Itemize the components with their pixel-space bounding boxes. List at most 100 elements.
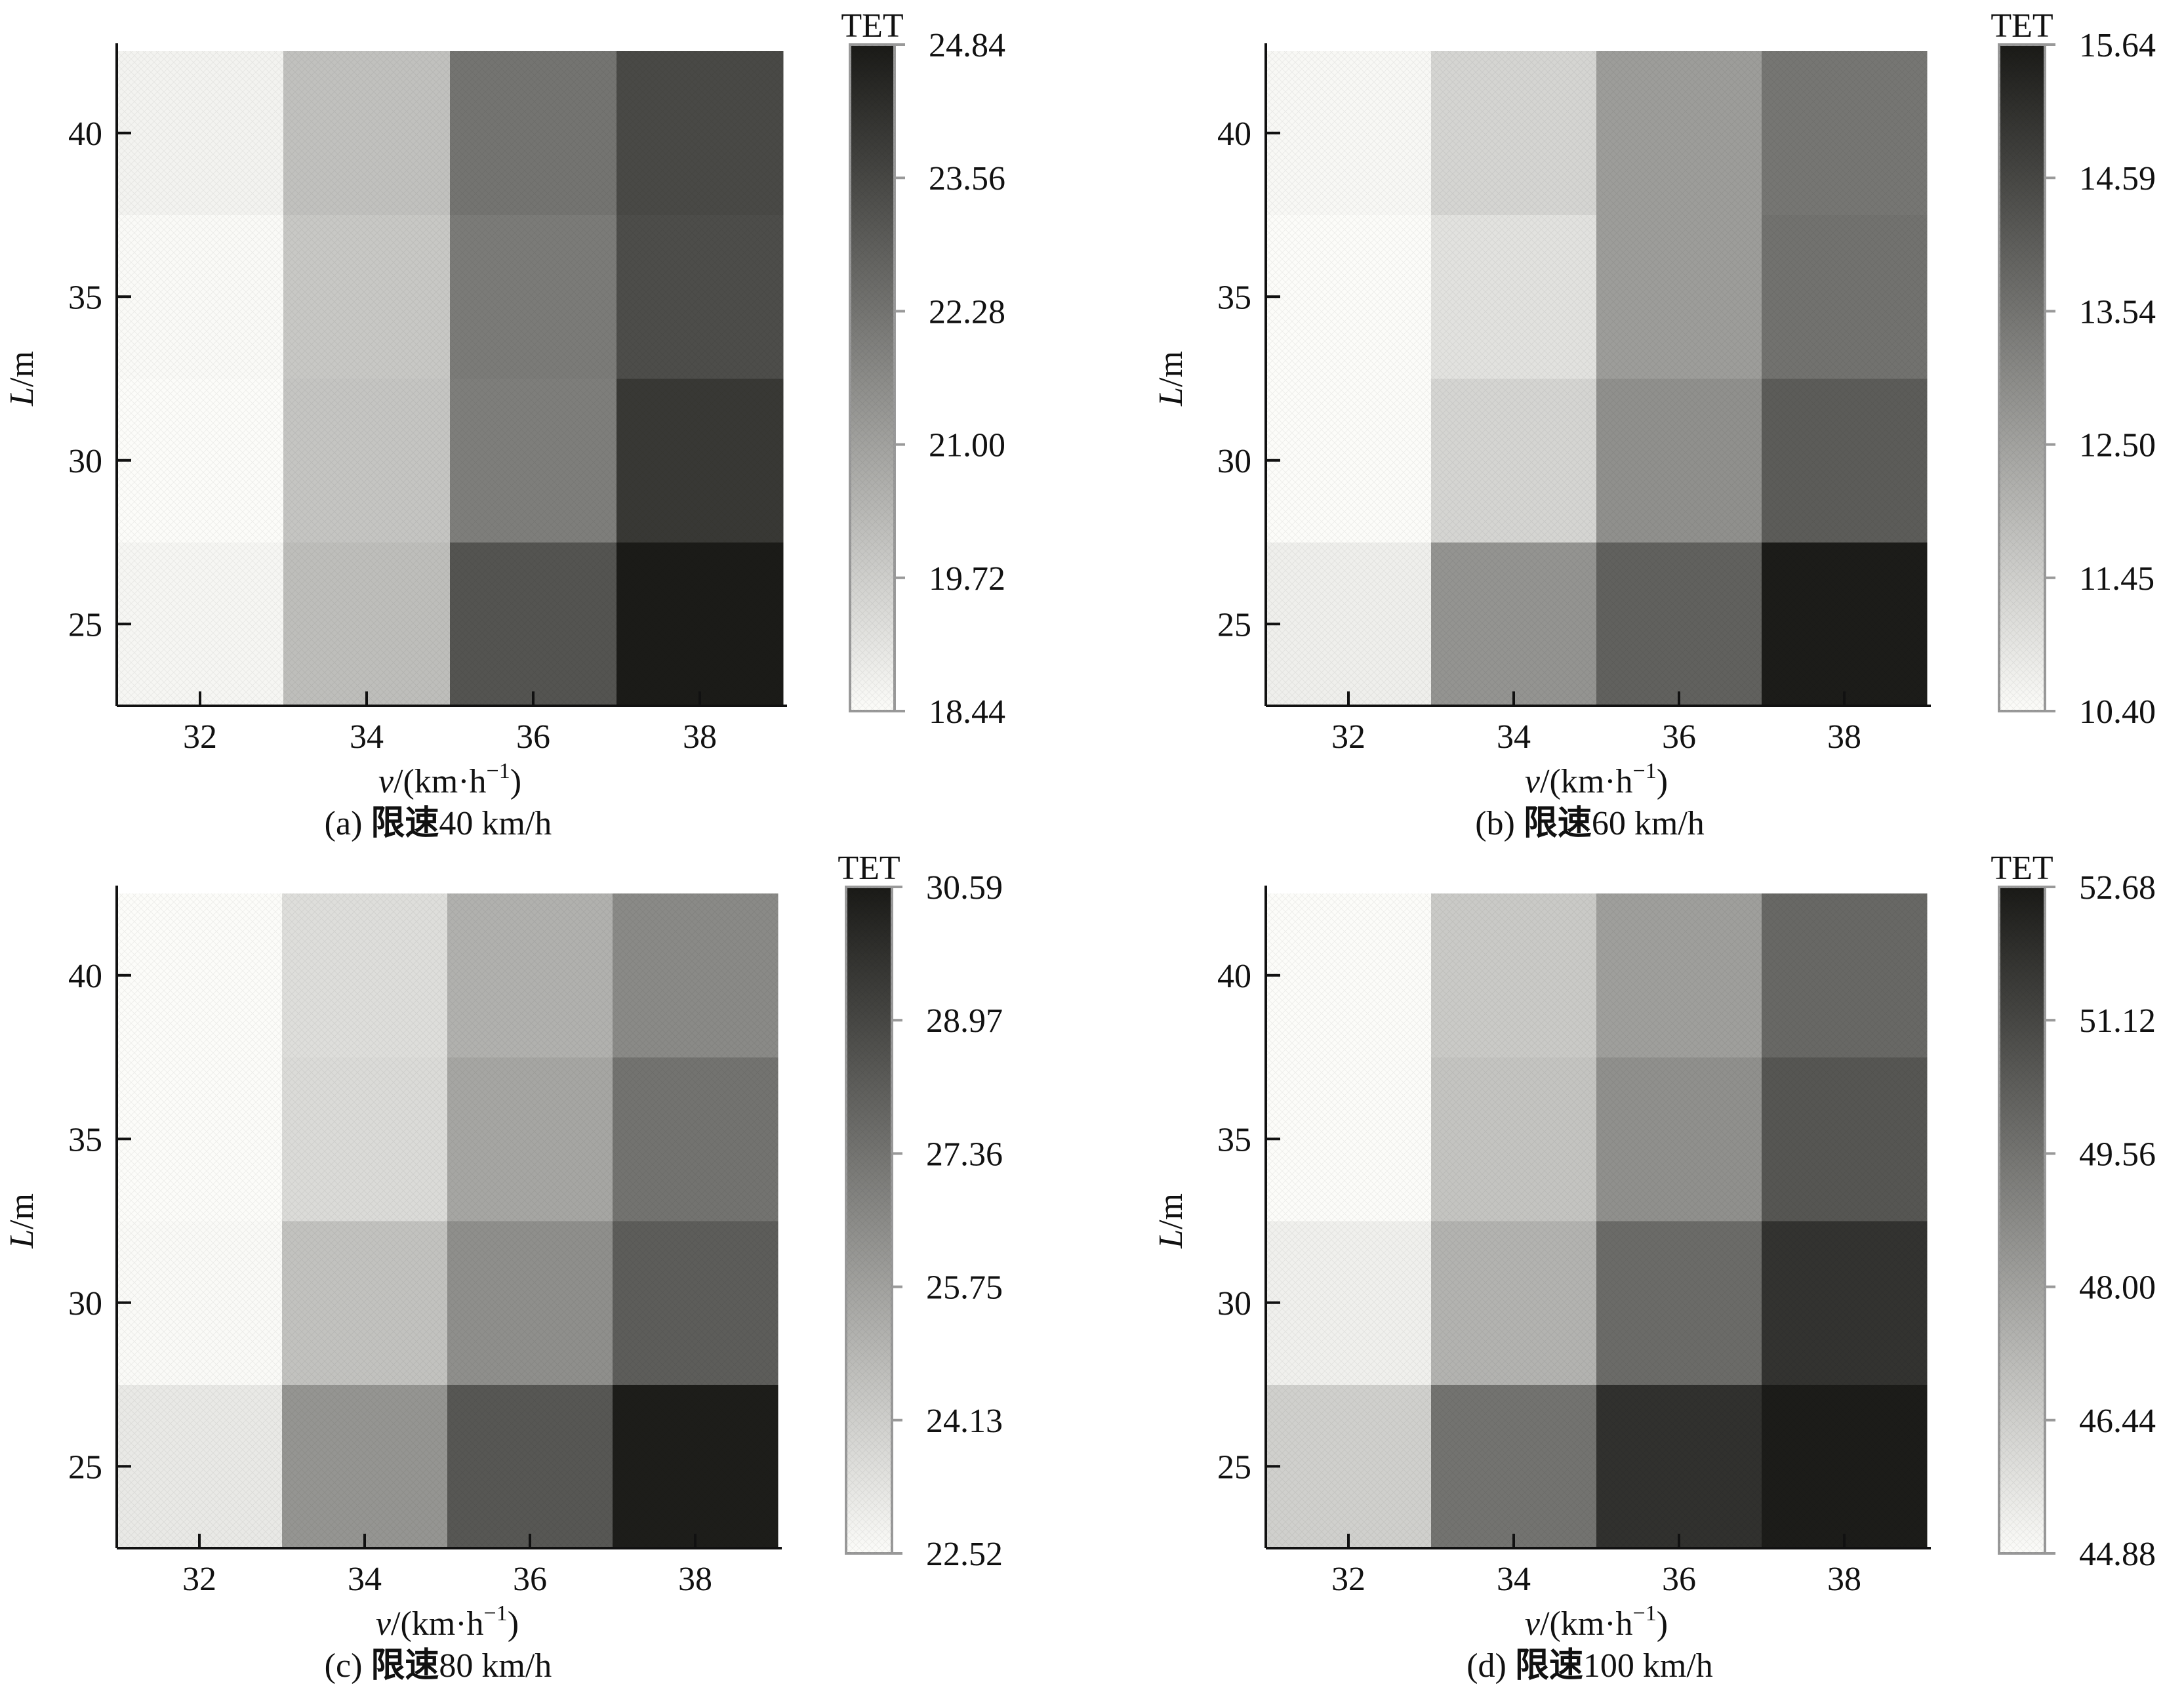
caption-cjk: 限速 xyxy=(1515,1646,1583,1685)
y-axis-label-var: L xyxy=(1152,1229,1190,1249)
colorbar-tick-label: 24.84 xyxy=(929,27,1005,64)
x-axis-label-exp: −1 xyxy=(484,1601,508,1626)
x-tick-label: 32 xyxy=(183,718,217,756)
colorbar-tick-label: 48.00 xyxy=(2079,1269,2156,1307)
x-tick-label: 34 xyxy=(350,718,384,756)
colorbar-texture xyxy=(1999,887,2045,1553)
heatmap-cell-texture xyxy=(1762,51,1928,215)
caption-prefix: (a) xyxy=(325,805,371,842)
x-tick-label: 36 xyxy=(513,1561,547,1598)
heatmap-cell-texture xyxy=(1596,215,1762,379)
panel-caption: (a) 限速40 km/h xyxy=(325,804,552,843)
y-tick-label: 40 xyxy=(68,115,102,153)
heatmap-cell-texture xyxy=(1596,893,1762,1057)
colorbar-tick-label: 28.97 xyxy=(926,1002,1003,1040)
heatmap-cell-texture xyxy=(1431,379,1597,543)
heatmap-cell-texture xyxy=(117,1057,283,1221)
heatmap-cell-texture xyxy=(1596,51,1762,215)
heatmap-cell-texture xyxy=(282,893,448,1057)
colorbar-title: TET xyxy=(1991,7,2053,45)
caption-cjk: 限速 xyxy=(371,804,439,843)
heatmap-cell-texture xyxy=(117,1384,283,1549)
heatmap-cell-texture xyxy=(1596,1221,1762,1385)
heatmap-cell-texture xyxy=(447,1221,613,1385)
colorbar-tick-label: 11.45 xyxy=(2079,560,2154,598)
caption-prefix: (c) xyxy=(325,1647,371,1685)
x-axis-label-unit: /(km·h xyxy=(394,763,487,800)
x-axis-label-close: ) xyxy=(1657,1605,1668,1643)
x-tick-label: 32 xyxy=(1331,1561,1365,1598)
y-tick-label: 35 xyxy=(1217,1121,1251,1158)
y-axis-label: L/m xyxy=(3,1193,41,1249)
heatmap-cell-texture xyxy=(1762,893,1928,1057)
panel-c: 32 34 36 38 25 30 35 40 v/(km·h−1) L/m TET 22.52 24.… xyxy=(3,850,1003,1685)
x-tick-label: 34 xyxy=(1497,1561,1531,1598)
y-axis-label-unit: /m xyxy=(1152,1193,1190,1229)
heatmap-cell-texture xyxy=(1266,1384,1432,1549)
caption-suffix: 40 km/h xyxy=(439,805,552,842)
heatmap-cell-texture xyxy=(1431,1384,1597,1549)
x-axis-label: v/(km·h−1) xyxy=(378,759,521,800)
x-tick-label: 32 xyxy=(182,1561,216,1598)
y-tick-label: 30 xyxy=(68,1285,102,1322)
y-axis-label: L/m xyxy=(3,351,41,407)
heatmap-cell-texture xyxy=(1762,215,1928,379)
heatmap-cell-texture xyxy=(1431,542,1597,707)
heatmap-cell-texture xyxy=(617,215,784,379)
heatmap-cell-texture xyxy=(1266,379,1432,543)
heatmap-cell-texture xyxy=(1596,1057,1762,1221)
x-tick-label: 38 xyxy=(683,718,717,756)
heatmap-cell-texture xyxy=(613,893,779,1057)
y-tick-label: 35 xyxy=(68,1121,102,1158)
colorbar-tick-label: 44.88 xyxy=(2079,1536,2156,1573)
heatmap-cell-texture xyxy=(1431,215,1597,379)
caption-cjk: 限速 xyxy=(371,1646,439,1685)
y-tick-label: 40 xyxy=(1217,115,1251,153)
x-axis-label-unit: /(km·h xyxy=(391,1605,484,1643)
heatmap-cell-texture xyxy=(283,379,451,543)
colorbar-tick-label: 46.44 xyxy=(2079,1403,2156,1440)
colorbar-tick-label: 19.72 xyxy=(929,560,1005,598)
heatmap-cells xyxy=(117,51,784,707)
x-axis-label-var: v xyxy=(1525,1605,1541,1643)
colorbar-tick-label: 51.12 xyxy=(2079,1002,2156,1040)
heatmap-cell-texture xyxy=(450,379,617,543)
colorbar-title: TET xyxy=(1991,850,2053,887)
heatmap-cell-texture xyxy=(450,215,617,379)
colorbar-tick-label: 12.50 xyxy=(2079,427,2156,464)
heatmap-cell-texture xyxy=(1596,379,1762,543)
x-tick-label: 32 xyxy=(1331,718,1365,756)
colorbar-tick-label: 22.28 xyxy=(929,293,1005,331)
colorbar-tick-label: 27.36 xyxy=(926,1136,1003,1173)
x-axis-label-unit: /(km·h xyxy=(1540,1605,1633,1643)
y-tick-label: 30 xyxy=(1217,443,1251,480)
colorbar-title: TET xyxy=(838,850,900,887)
heatmap-cell-texture xyxy=(283,215,451,379)
caption-suffix: 60 km/h xyxy=(1592,805,1705,842)
heatmap-cell-texture xyxy=(117,893,283,1057)
caption-suffix: 100 km/h xyxy=(1583,1647,1713,1685)
colorbar-tick-label: 49.56 xyxy=(2079,1136,2156,1173)
y-tick-label: 30 xyxy=(1217,1285,1251,1322)
heatmap-cell-texture xyxy=(283,51,451,215)
heatmap-cell-texture xyxy=(613,1221,779,1385)
heatmap-cell-texture xyxy=(117,542,284,707)
heatmap-cell-texture xyxy=(617,542,784,707)
heatmap-cell-texture xyxy=(1266,893,1432,1057)
heatmap-cell-texture xyxy=(1596,1384,1762,1549)
panel-caption: (c) 限速80 km/h xyxy=(325,1646,552,1685)
heatmap-cell-texture xyxy=(283,542,451,707)
x-axis-label-var: v xyxy=(378,763,394,800)
heatmap-cell-texture xyxy=(613,1057,779,1221)
heatmap-cell-texture xyxy=(1762,1057,1928,1221)
colorbar: TET 18.44 19.72 21.00 22.28 23.56 24.84 xyxy=(841,7,1005,731)
heatmap-cell-texture xyxy=(1266,1057,1432,1221)
y-tick-label: 35 xyxy=(1217,279,1251,316)
x-axis-label-close: ) xyxy=(510,763,521,800)
colorbar: TET 10.40 11.45 12.50 13.54 14.59 15.64 xyxy=(1991,7,2156,731)
heatmap-cell-texture xyxy=(1266,51,1432,215)
colorbar-texture xyxy=(1999,45,2045,711)
heatmap-cell-texture xyxy=(282,1384,448,1549)
